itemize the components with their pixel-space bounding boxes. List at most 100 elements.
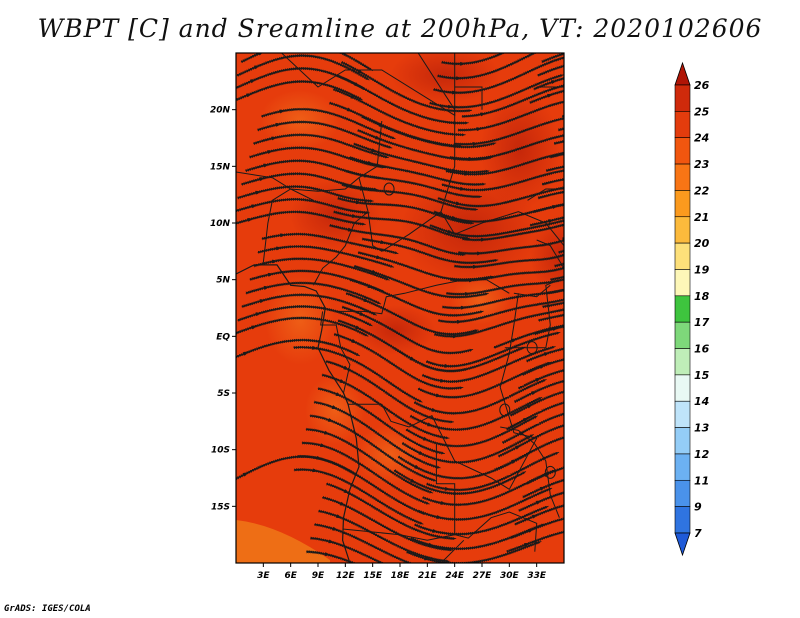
colorbar-swatch: [674, 190, 691, 218]
streamline-arrow: [331, 405, 338, 409]
streamline-arrow: [359, 311, 365, 316]
streamline-arrow: [374, 135, 381, 140]
streamline-arrow: [355, 325, 361, 330]
streamline-arrow: [476, 251, 483, 256]
streamline-arrow: [480, 112, 486, 117]
streamline-arrow: [436, 515, 442, 519]
colorbar-swatch: [674, 400, 691, 428]
colorbar-swatch: [674, 84, 691, 112]
colorbar-swatch: [674, 374, 691, 402]
streamline-arrow: [357, 69, 364, 74]
streamline-arrow: [523, 417, 529, 422]
streamline-arrow: [424, 556, 430, 561]
streamline-arrow: [527, 404, 533, 409]
colorbar-swatch: [674, 479, 691, 507]
lon-tick-label: 24E: [445, 571, 465, 581]
lat-tick-label: 10N: [210, 219, 231, 229]
streamline-arrow: [543, 352, 550, 357]
streamline-arrow: [343, 489, 349, 494]
lon-tick-label: 15E: [363, 571, 383, 581]
lat-tick-label: 20N: [210, 106, 231, 116]
streamline-arrow: [539, 486, 546, 491]
streamline-arrow: [350, 94, 356, 99]
streamline-arrow: [371, 148, 377, 153]
streamline-arrow: [552, 327, 558, 331]
streamline-arrow: [451, 215, 458, 220]
streamline: [526, 464, 564, 485]
streamline-arrow: [255, 190, 261, 195]
streamline-arrow: [456, 319, 463, 324]
streamline-arrow: [346, 107, 353, 112]
streamline-arrow: [552, 205, 558, 209]
field-patch: [260, 90, 340, 150]
streamline-arrow: [464, 292, 471, 296]
lon-tick-label: 3E: [257, 571, 270, 581]
streamline-arrow: [312, 468, 318, 473]
streamline-arrow: [243, 351, 249, 356]
field-patch: [530, 215, 564, 295]
streamline-arrow: [460, 305, 467, 310]
streamline-arrow: [452, 90, 458, 95]
map-panel: 3E 6E 9E 12E 15E 18E 21E 24E 27E 30E 33E 20N 15N 10N 5…: [210, 52, 565, 581]
colorbar-swatch: [674, 269, 691, 297]
streamline-arrow: [324, 430, 330, 435]
streamline-arrow: [312, 345, 318, 350]
streamline: [526, 345, 564, 363]
lat-tick-label: EQ: [216, 332, 230, 342]
streamline-arrow: [543, 473, 550, 477]
streamline-arrow: [242, 472, 249, 477]
colorbar-label: 15: [694, 369, 710, 382]
streamline: [441, 53, 525, 66]
colorbar-swatch: [674, 216, 691, 244]
colorbar-label: 20: [694, 237, 710, 250]
colorbar-swatch: [674, 427, 691, 455]
streamline-arrow: [316, 455, 322, 460]
streamline-arrow: [476, 127, 482, 132]
lat-tick-label: 5N: [216, 276, 230, 286]
colorbar-label: 13: [694, 422, 710, 435]
streamline-arrow: [535, 500, 542, 505]
field-patch-southwest: [236, 520, 330, 563]
colorbar-swatch: [674, 295, 691, 323]
streamline: [554, 260, 564, 268]
credit-label: GrADS: IGES/COLA: [4, 604, 91, 614]
streamline-arrow: [435, 393, 442, 398]
streamline-arrow: [414, 464, 420, 470]
colorbar-label: 7: [694, 527, 702, 540]
streamline-arrow: [528, 528, 534, 533]
streamline-arrow: [343, 365, 349, 370]
streamline: [538, 312, 564, 322]
streamline-arrow: [251, 325, 257, 330]
streamline-arrow: [250, 79, 256, 84]
streamline-arrow: [276, 246, 282, 251]
colorbar-label: 23: [694, 158, 710, 171]
streamline-arrow: [367, 284, 373, 288]
lat-tick-label: 5S: [217, 389, 230, 399]
streamline-arrow: [539, 365, 545, 369]
streamline-arrow: [339, 379, 345, 383]
streamline-arrow: [336, 514, 342, 518]
streamline-arrow: [460, 186, 466, 191]
colorbar-top-arrow: [674, 61, 691, 86]
streamline: [537, 63, 564, 77]
streamline-arrow: [422, 436, 429, 441]
streamline-arrow: [551, 80, 557, 85]
streamline-arrow: [511, 459, 517, 464]
streamline-arrow: [367, 160, 373, 165]
streamline: [240, 53, 374, 72]
streamline: [558, 247, 564, 254]
colorbar-label: 22: [694, 184, 710, 197]
field-patch: [480, 90, 560, 210]
streamline-arrow: [259, 299, 266, 304]
colorbar-label: 16: [694, 343, 710, 356]
streamline-arrow: [324, 552, 330, 557]
streamline-arrow: [363, 173, 370, 178]
streamline: [553, 139, 564, 146]
colorbar-label: 18: [694, 290, 710, 303]
streamline-arrow: [351, 339, 357, 343]
streamline: [541, 53, 564, 64]
lon-tick-label: 18E: [391, 571, 411, 581]
colorbar-label: 24: [694, 132, 709, 145]
colorbar-swatch: [674, 163, 691, 191]
